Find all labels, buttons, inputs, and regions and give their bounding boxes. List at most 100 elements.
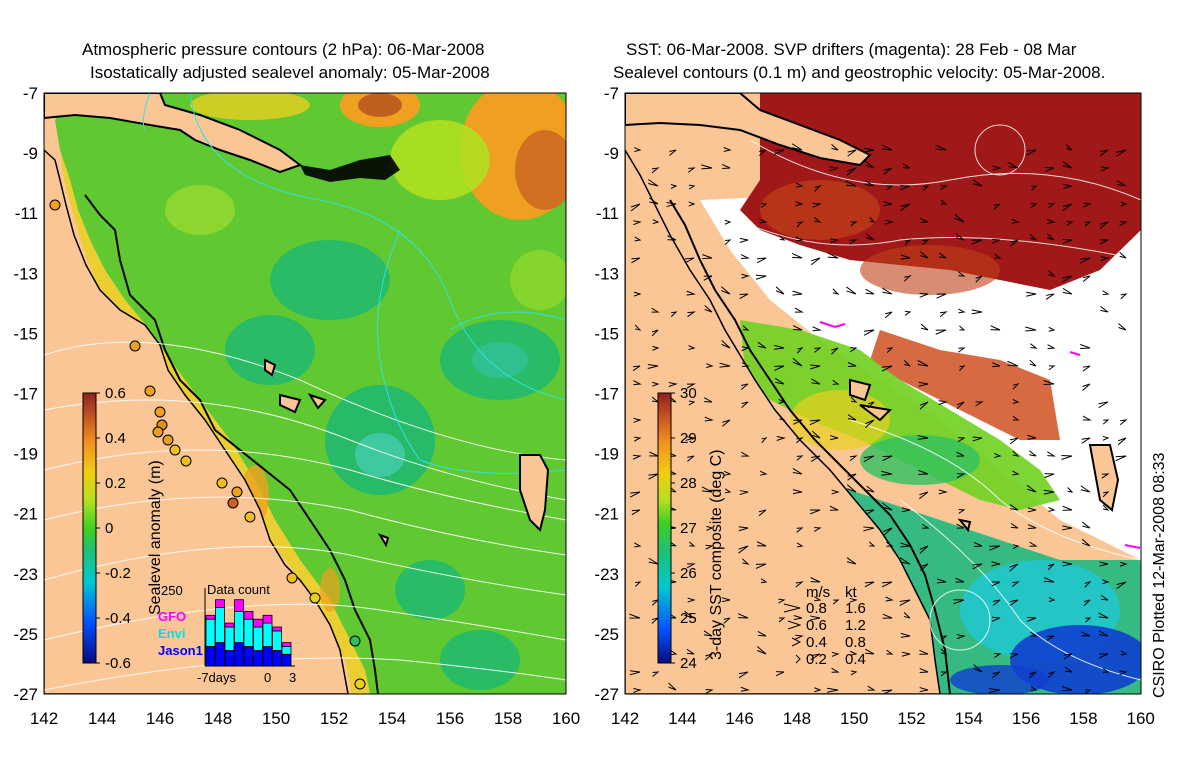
velocity-arrow bbox=[811, 378, 821, 385]
velocity-arrow bbox=[795, 201, 804, 207]
velocity-arrow bbox=[810, 615, 821, 621]
velocity-arrow bbox=[959, 365, 966, 371]
velocity-arrow bbox=[956, 451, 965, 457]
velocity-arrow bbox=[793, 419, 803, 425]
velocity-arrow bbox=[1065, 144, 1073, 151]
velocity-arrow bbox=[796, 455, 804, 461]
inset-bar-gfo bbox=[262, 614, 273, 624]
velocity-arrow bbox=[940, 648, 948, 655]
velocity-arrow bbox=[940, 199, 948, 205]
velocity-arrow bbox=[649, 197, 659, 205]
velocity-arrow bbox=[741, 401, 749, 409]
velocity-arrow bbox=[1043, 576, 1055, 583]
velocity-arrow bbox=[809, 509, 821, 515]
velocity-arrow bbox=[778, 398, 786, 404]
lat-tick-label-left: -19 bbox=[13, 445, 38, 464]
lon-tick-label-right: 154 bbox=[955, 709, 983, 728]
lon-tick-label-right: 156 bbox=[1012, 709, 1040, 728]
velocity-arrow bbox=[850, 670, 858, 676]
velocity-arrow bbox=[1098, 653, 1109, 659]
velocity-arrow bbox=[994, 452, 1002, 458]
velocity-arrow bbox=[775, 286, 785, 295]
inset-x-label-zero: 0 bbox=[264, 670, 271, 685]
velocity-arrow bbox=[832, 379, 840, 385]
velocity-arrow bbox=[990, 325, 1001, 331]
lon-tick-label-left: 148 bbox=[204, 709, 232, 728]
velocity-arrow bbox=[1012, 415, 1020, 421]
velocity-arrow bbox=[1118, 323, 1127, 331]
velocity-arrow bbox=[1010, 653, 1019, 659]
velocity-arrow bbox=[774, 149, 785, 155]
velocity-arrow bbox=[919, 217, 929, 223]
velocity-arrow bbox=[904, 310, 912, 316]
velocity-arrow bbox=[918, 381, 929, 387]
right-colorbar-tick-label: 27 bbox=[680, 520, 697, 537]
velocity-arrow bbox=[776, 436, 786, 441]
left-colorbar-tick-label: -0.6 bbox=[105, 655, 131, 672]
lat-tick-label-left: -25 bbox=[13, 625, 38, 644]
velocity-arrow bbox=[845, 180, 857, 187]
vector-legend-kt-value: 0.8 bbox=[845, 634, 866, 651]
velocity-arrow bbox=[814, 687, 822, 693]
lat-tick-label-right: -23 bbox=[594, 565, 619, 584]
velocity-arrow bbox=[1098, 401, 1109, 409]
velocity-arrow bbox=[847, 149, 857, 157]
velocity-arrow bbox=[886, 649, 894, 655]
velocity-arrow bbox=[795, 182, 804, 188]
velocity-arrow bbox=[1102, 435, 1110, 441]
velocity-arrow bbox=[652, 345, 660, 351]
velocity-arrow bbox=[796, 437, 804, 444]
velocity-arrow bbox=[865, 648, 875, 655]
inset-bar-jason bbox=[253, 650, 263, 667]
velocity-arrow bbox=[882, 455, 893, 462]
right-colorbar bbox=[657, 392, 672, 664]
velocity-arrow bbox=[686, 563, 696, 569]
lat-tick-label-left: -13 bbox=[13, 264, 38, 283]
velocity-arrow bbox=[830, 238, 839, 244]
velocity-arrow bbox=[755, 274, 767, 280]
velocity-arrow bbox=[1081, 631, 1091, 637]
velocity-arrow bbox=[629, 613, 641, 619]
velocity-arrow bbox=[629, 670, 641, 676]
velocity-arrow bbox=[1063, 653, 1073, 660]
velocity-arrow bbox=[667, 235, 677, 241]
velocity-arrow bbox=[778, 414, 786, 421]
velocity-arrow bbox=[687, 311, 696, 318]
velocity-arrow bbox=[846, 286, 857, 295]
right-colorbar-tick-label: 29 bbox=[680, 430, 697, 447]
velocity-arrow bbox=[1100, 256, 1110, 262]
velocity-arrow bbox=[864, 160, 875, 169]
velocity-arrow bbox=[1080, 485, 1091, 493]
velocity-arrow bbox=[740, 254, 750, 260]
velocity-arrow bbox=[994, 253, 1002, 259]
velocity-arrow bbox=[991, 616, 1001, 622]
velocity-arrow bbox=[811, 430, 821, 439]
inset-ymax-label: 250 bbox=[161, 583, 183, 598]
velocity-arrow bbox=[774, 365, 785, 371]
velocity-arrow bbox=[684, 610, 695, 619]
velocity-arrow bbox=[632, 454, 642, 460]
velocity-arrow bbox=[1026, 616, 1037, 622]
inset-bar-gfo bbox=[234, 599, 244, 612]
velocity-arrow bbox=[940, 635, 948, 641]
inset-bar-jason bbox=[262, 646, 273, 667]
velocity-arrow bbox=[1025, 326, 1037, 332]
lon-tick-label-right: 144 bbox=[668, 709, 696, 728]
velocity-arrow bbox=[1030, 343, 1038, 349]
velocity-arrow bbox=[792, 325, 803, 331]
velocity-arrow bbox=[1043, 489, 1055, 495]
velocity-arrow bbox=[739, 293, 749, 299]
velocity-arrow bbox=[796, 527, 804, 533]
vector-legend-ms-value: 0.4 bbox=[806, 634, 827, 651]
velocity-arrow bbox=[1061, 686, 1073, 692]
velocity-arrow bbox=[1026, 484, 1037, 493]
velocity-arrow bbox=[899, 599, 911, 606]
velocity-arrow bbox=[1116, 180, 1127, 187]
lon-tick-label-left: 152 bbox=[320, 709, 348, 728]
velocity-arrow bbox=[1102, 419, 1110, 425]
velocity-arrow bbox=[719, 362, 731, 368]
velocity-arrow bbox=[1099, 221, 1109, 229]
velocity-arrow bbox=[991, 561, 1001, 567]
velocity-arrow bbox=[1061, 454, 1073, 460]
